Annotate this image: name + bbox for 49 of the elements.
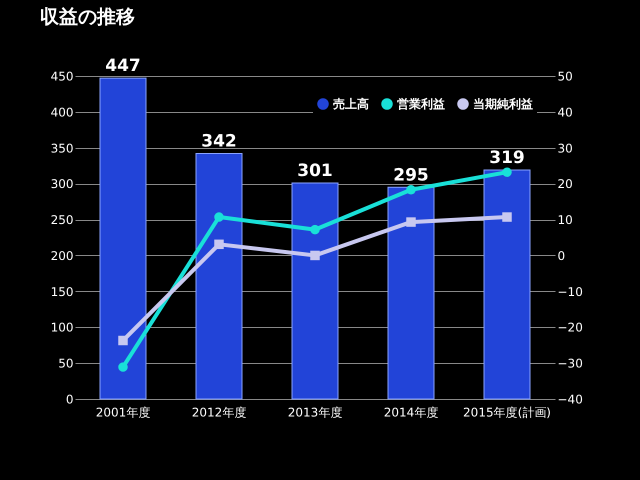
point	[118, 362, 128, 372]
y-tick-label: 450	[50, 70, 74, 84]
y2-tick-label: 0	[558, 248, 566, 263]
point	[310, 250, 320, 260]
data-label: 295	[393, 165, 429, 186]
point	[214, 212, 224, 222]
y-tick-label: 300	[50, 177, 74, 192]
point	[118, 336, 128, 346]
data-label: 447	[105, 56, 141, 76]
x-tick-label: 2013年度	[288, 406, 342, 420]
y-tick-label: 150	[50, 284, 74, 299]
bar	[484, 170, 530, 400]
x-tick-label: 2014年度	[384, 406, 438, 420]
y2-tick-label: 30	[558, 141, 573, 156]
y2-tick-label: −10	[558, 284, 583, 299]
data-label: 301	[297, 160, 333, 181]
legend-label: 営業利益	[397, 97, 445, 111]
y-tick-label: 0	[66, 392, 74, 406]
point	[406, 217, 416, 227]
y2-tick-label: 40	[558, 105, 573, 120]
x-tick-label: 2012年度	[192, 406, 246, 420]
y-tick-label: 50	[58, 356, 74, 371]
y2-tick-label: −20	[558, 320, 583, 335]
data-label: 319	[489, 148, 525, 168]
legend-label: 当期純利益	[473, 97, 533, 111]
y2-tick-label: 20	[558, 177, 573, 192]
y-tick-label: 100	[50, 320, 74, 335]
x-tick-label: 2001年度	[96, 406, 150, 420]
bar	[196, 153, 242, 400]
bar	[100, 78, 146, 400]
point	[310, 224, 320, 234]
chart-title: 収益の推移	[40, 6, 135, 28]
legend-label: 売上高	[333, 97, 369, 111]
y2-tick-label: 50	[558, 70, 573, 84]
point	[406, 185, 416, 194]
bar	[292, 182, 338, 400]
data-label: 342	[201, 132, 237, 152]
y-tick-label: 250	[50, 213, 74, 228]
point	[502, 167, 512, 177]
y-tick-label: 400	[50, 105, 74, 120]
point	[502, 212, 512, 222]
y-tick-label: 200	[50, 248, 74, 263]
x-tick-label: 2015年度(計画)	[463, 406, 551, 420]
point	[214, 240, 224, 250]
bar	[388, 186, 434, 400]
y2-tick-label: 10	[558, 213, 573, 228]
y2-tick-label: −30	[558, 356, 583, 371]
y2-tick-label: −40	[558, 392, 583, 406]
y-tick-label: 350	[50, 141, 74, 156]
